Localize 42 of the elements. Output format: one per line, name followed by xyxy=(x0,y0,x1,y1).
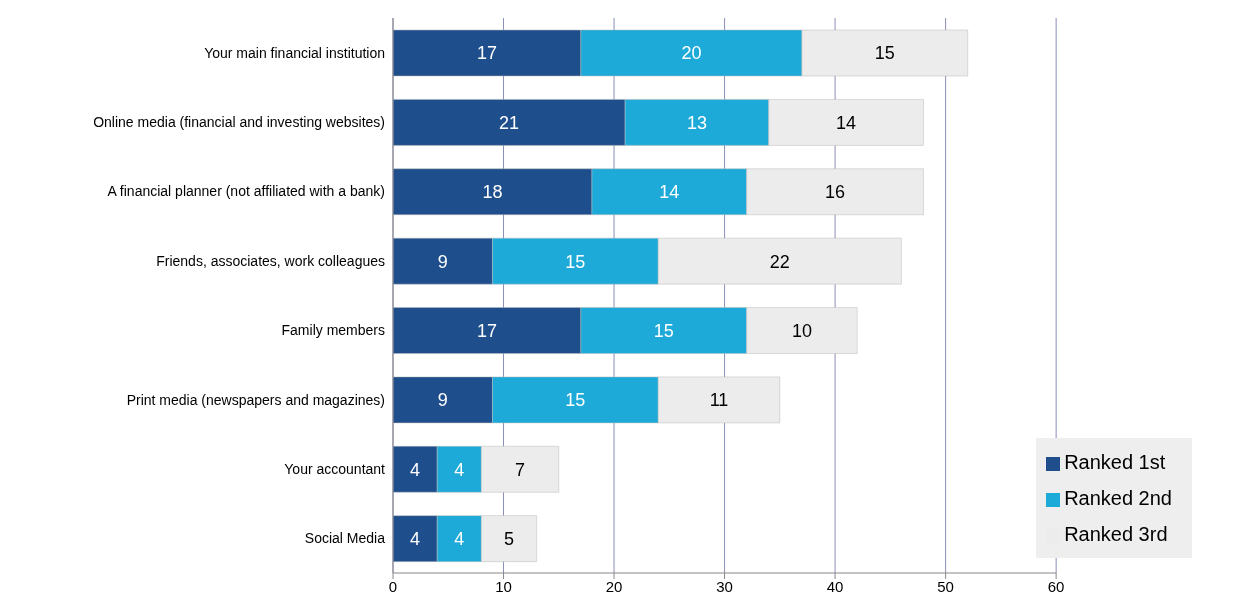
data-label: 5 xyxy=(504,529,515,550)
x-tick-label: 30 xyxy=(716,577,733,595)
x-tick-label: 10 xyxy=(495,577,512,595)
x-tick-label: 40 xyxy=(826,577,844,595)
legend-label: Ranked 2nd xyxy=(1064,487,1172,509)
y-tick-label: Online media (financial and investing websites) xyxy=(93,114,385,131)
y-tick-label: Friends, associates, work colleagues xyxy=(156,252,385,269)
x-tick-label: 0 xyxy=(388,577,398,595)
data-label: 4 xyxy=(454,529,465,550)
data-label: 4 xyxy=(410,529,421,550)
data-label: 14 xyxy=(659,182,680,203)
data-label: 16 xyxy=(825,182,846,203)
data-label: 22 xyxy=(769,251,790,272)
y-tick-label: Social Media xyxy=(304,530,386,547)
x-tick-label: 20 xyxy=(605,577,623,595)
data-label: 17 xyxy=(476,43,497,64)
legend-label: Ranked 1st xyxy=(1064,451,1166,473)
data-label: 10 xyxy=(791,320,812,341)
data-label: 15 xyxy=(874,43,895,64)
data-label: 13 xyxy=(686,112,707,133)
data-label: 17 xyxy=(476,320,497,341)
data-label: 4 xyxy=(410,459,421,480)
data-label: 20 xyxy=(681,43,702,64)
data-label: 18 xyxy=(482,182,503,203)
data-label: 9 xyxy=(437,251,448,272)
y-tick-label: Print media (newspapers and magazines) xyxy=(126,391,385,408)
data-label: 9 xyxy=(437,390,448,411)
text: Ranked 3rd xyxy=(1064,523,1168,545)
y-tick-label: Your main financial institution xyxy=(204,44,385,61)
data-label: 4 xyxy=(454,459,465,480)
y-tick-label: Your accountant xyxy=(284,460,386,477)
data-label: 15 xyxy=(565,390,586,411)
y-tick-label: Family members xyxy=(281,322,385,339)
x-tick-label: 50 xyxy=(937,577,954,595)
data-label: 21 xyxy=(499,112,520,133)
y-tick-label: A financial planner (not affiliated with a bank) xyxy=(107,183,385,200)
data-label: 15 xyxy=(565,251,586,272)
x-tick-label: 60 xyxy=(1047,577,1065,595)
data-label: 14 xyxy=(836,112,857,133)
data-label: 11 xyxy=(709,390,729,411)
data-label: 7 xyxy=(515,459,526,480)
data-label: 15 xyxy=(653,320,674,341)
